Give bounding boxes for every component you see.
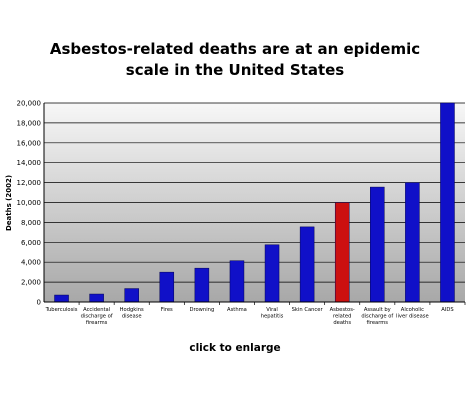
y-tick-label: 0 <box>37 299 41 307</box>
bar <box>299 226 315 303</box>
x-tick-label-line: discharge of <box>361 314 393 320</box>
x-tick-label-line: Alcoholic <box>401 307 424 313</box>
x-tick-label-line: Accidental <box>83 307 110 313</box>
bar <box>370 186 385 303</box>
bar <box>159 271 175 303</box>
bar <box>124 288 139 303</box>
y-tick-label: 20,000 <box>17 100 42 108</box>
bar <box>229 260 245 303</box>
x-tick-label-line: Tuberculosis <box>45 307 78 313</box>
y-axis-label: Deaths (2002) <box>5 175 13 231</box>
y-tick-label: 4,000 <box>21 259 41 267</box>
x-tick-label: Tuberculosis <box>45 307 78 313</box>
x-tick-label-line: deaths <box>333 320 351 326</box>
x-tick-label: AIDS <box>441 307 453 313</box>
y-tick-label: 12,000 <box>17 179 42 187</box>
x-tick-label-line: Viral <box>266 307 278 313</box>
x-tick-label-line: Fires <box>161 307 173 313</box>
click-to-enlarge-link[interactable]: click to enlarge <box>189 342 281 354</box>
x-tick-label: Skin Cancer <box>292 307 324 313</box>
x-tick-label: Asthma <box>227 307 247 313</box>
y-tick-label: 14,000 <box>17 159 42 167</box>
y-tick-label: 2,000 <box>21 279 41 287</box>
bar <box>89 293 104 303</box>
x-tick-label-line: firearms <box>86 320 108 326</box>
x-tick-label-line: Asthma <box>227 307 247 313</box>
x-tick-label: Fires <box>161 307 173 313</box>
x-tick-label-line: Skin Cancer <box>292 307 324 313</box>
x-tick-label-line: discharge of <box>81 314 113 320</box>
x-tick-label-line: disease <box>122 314 142 320</box>
x-tick-label-line: Hodgkins <box>120 307 144 313</box>
x-tick-label: Alcoholic liver disease <box>396 307 429 320</box>
y-tick-label: 6,000 <box>21 239 41 247</box>
chart-title-line-2: scale in the United States <box>125 61 345 79</box>
y-tick-label: 18,000 <box>17 119 42 127</box>
x-tick-label: Hodgkins disease <box>120 307 144 320</box>
y-tick-label: 10,000 <box>17 199 42 207</box>
x-tick-label-line: Asbestos- <box>330 307 355 313</box>
x-tick-label-line: liver disease <box>396 314 429 320</box>
x-tick-label-line: related <box>333 314 351 320</box>
x-tick-label: Asbestos-related deaths <box>330 307 355 326</box>
bar <box>194 267 210 303</box>
chart-title: Asbestos-related deaths are at an epidem… <box>0 39 470 81</box>
bar <box>54 294 69 303</box>
bar <box>264 244 280 303</box>
x-tick-label: Viral hepatitis <box>261 307 284 320</box>
x-tick-label: Accidental discharge of firearms <box>81 307 113 326</box>
y-tick-label: 16,000 <box>17 139 42 147</box>
x-tick-label-line: AIDS <box>441 307 453 313</box>
x-tick-label-line: Assault by <box>364 307 391 313</box>
x-tick-label-line: hepatitis <box>261 314 284 320</box>
y-tick-label: 8,000 <box>21 219 41 227</box>
bar <box>440 102 455 303</box>
chart-title-line-1: Asbestos-related deaths are at an epidem… <box>49 40 421 58</box>
x-tick-label-line: firearms <box>367 320 389 326</box>
x-tick-label: Drowning <box>190 307 215 313</box>
x-tick-label-line: Drowning <box>190 307 215 313</box>
bar <box>405 182 420 303</box>
bar <box>334 202 350 303</box>
x-tick-label: Assault by discharge of firearms <box>361 307 393 326</box>
